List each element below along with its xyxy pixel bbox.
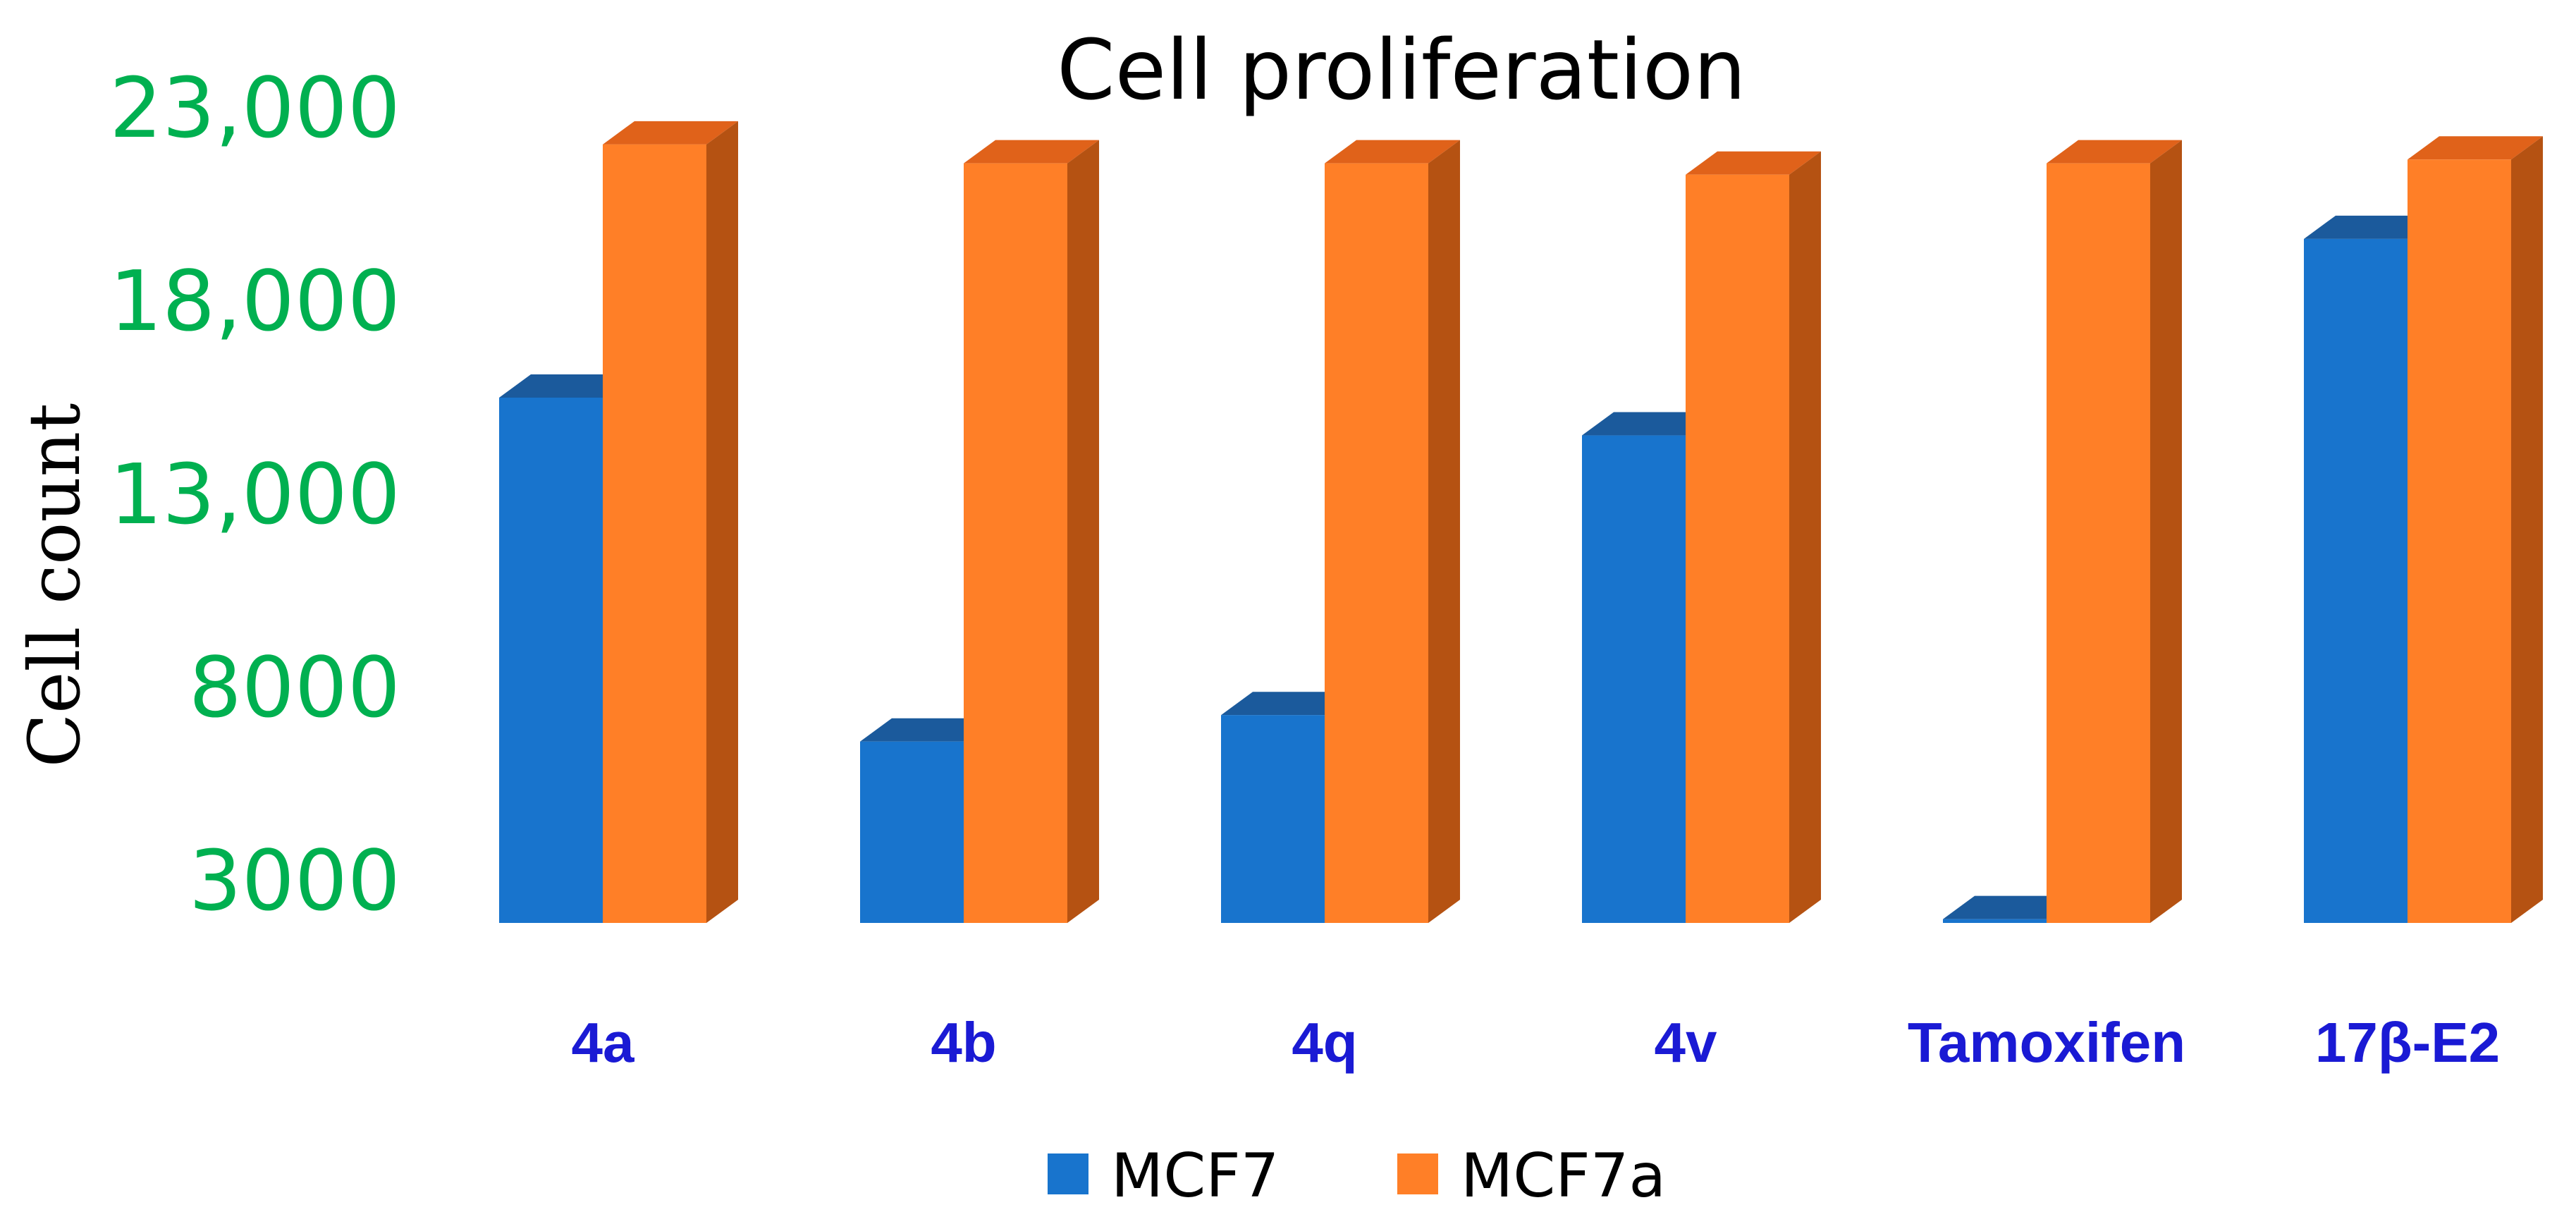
bar-top bbox=[1221, 692, 1356, 716]
x-axis-ticks: 4a 4b 4q 4v Tamoxifen 17β-E2 bbox=[572, 1011, 2501, 1074]
bar-top bbox=[2408, 136, 2543, 160]
bar-side bbox=[1067, 140, 1099, 923]
bar-top bbox=[964, 140, 1099, 164]
bar-front bbox=[2304, 238, 2408, 924]
bar-front bbox=[2047, 163, 2150, 923]
bar-side bbox=[1789, 151, 1821, 924]
bar-side bbox=[2511, 136, 2543, 923]
bar-top bbox=[603, 121, 738, 145]
legend: MCF7 MCF7a bbox=[1048, 1141, 1666, 1211]
bar-top bbox=[860, 718, 995, 742]
legend-label-mcf7: MCF7 bbox=[1111, 1141, 1279, 1211]
bar-top bbox=[2047, 140, 2182, 164]
bar-front bbox=[1221, 715, 1325, 923]
bar-mcf7a-1 bbox=[964, 140, 1099, 923]
bar-mcf7a-3 bbox=[1686, 151, 1821, 924]
bar-front bbox=[603, 144, 706, 924]
bar-top bbox=[2304, 215, 2439, 239]
x-tick-label: 4v bbox=[1655, 1011, 1717, 1074]
bar-mcf7a-0 bbox=[603, 121, 738, 924]
bar-mcf7a-5 bbox=[2408, 136, 2543, 923]
bars bbox=[499, 121, 2543, 924]
bar-front bbox=[2408, 159, 2511, 923]
bar-top bbox=[499, 374, 634, 398]
bar-front bbox=[860, 741, 964, 923]
legend-label-mcf7a: MCF7a bbox=[1461, 1141, 1666, 1211]
x-tick-label: 4b bbox=[931, 1011, 996, 1074]
x-tick-label: 4q bbox=[1292, 1011, 1357, 1074]
bar-top bbox=[1325, 140, 1460, 164]
bar-front bbox=[1325, 163, 1428, 923]
bar-side bbox=[706, 121, 738, 924]
bar-front bbox=[1943, 919, 2047, 923]
bar-mcf7a-2 bbox=[1325, 140, 1460, 923]
bar-top bbox=[1943, 895, 2078, 919]
y-tick-label: 13,000 bbox=[109, 446, 400, 543]
x-tick-label: 4a bbox=[572, 1011, 634, 1074]
bar-top bbox=[1686, 151, 1821, 175]
legend-swatch-mcf7 bbox=[1048, 1153, 1088, 1194]
bar-side bbox=[1428, 140, 1460, 923]
bar-side bbox=[2150, 140, 2182, 923]
x-tick-label: 17β-E2 bbox=[2315, 1011, 2500, 1074]
x-tick-label: Tamoxifen bbox=[1908, 1011, 2185, 1074]
bar-front bbox=[1582, 435, 1686, 923]
y-tick-label: 8000 bbox=[189, 639, 400, 736]
bar-front bbox=[964, 163, 1067, 923]
y-tick-label: 3000 bbox=[189, 832, 400, 929]
y-axis-ticks: 3000 8000 13,000 18,000 23,000 bbox=[109, 59, 400, 929]
bar-top bbox=[1582, 412, 1717, 436]
bar-front bbox=[499, 397, 603, 923]
legend-swatch-mcf7a bbox=[1397, 1153, 1438, 1194]
y-tick-label: 18,000 bbox=[109, 252, 400, 350]
y-axis-label: Cell count bbox=[13, 403, 96, 768]
bar-mcf7a-4 bbox=[2047, 140, 2182, 923]
bar-front bbox=[1686, 174, 1789, 924]
y-tick-label: 23,000 bbox=[109, 59, 400, 157]
chart-title: Cell proliferation bbox=[1057, 21, 1746, 118]
